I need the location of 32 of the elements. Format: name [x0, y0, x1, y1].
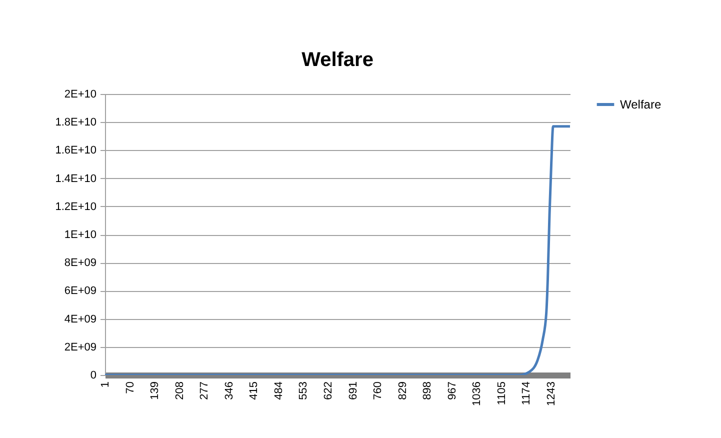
chart-title: Welfare	[302, 49, 374, 71]
x-tick-label: 484	[272, 382, 285, 400]
x-tick-label: 346	[223, 382, 236, 400]
y-tick-label: 1.4E+10	[55, 172, 96, 185]
y-tick-label: 8E+09	[64, 257, 96, 270]
x-tick-label: 415	[248, 382, 260, 400]
y-tick-label: 1.8E+10	[55, 116, 96, 129]
y-tick-label: 6E+09	[64, 285, 96, 298]
y-tick-label: 1.2E+10	[55, 200, 96, 213]
x-tick-label: 208	[174, 382, 186, 400]
y-tick-label: 4E+09	[64, 313, 96, 326]
legend-label: Welfare	[620, 98, 662, 112]
x-tick-label: 1	[100, 382, 112, 388]
y-tick-label: 2E+10	[64, 88, 96, 100]
x-tick-label: 829	[396, 382, 409, 400]
x-tick-label: 1105	[496, 382, 508, 406]
x-tick-label: 1243	[545, 382, 558, 406]
y-tick-label: 0	[90, 370, 96, 382]
x-tick-label: 1036	[471, 382, 484, 406]
y-tick-label: 2E+09	[64, 341, 96, 354]
x-tick-label: 967	[446, 382, 458, 400]
x-tick-label: 691	[347, 382, 360, 400]
x-tick-label: 898	[422, 382, 434, 400]
x-tick-label: 1174	[520, 382, 533, 406]
x-tick-label: 139	[149, 382, 162, 400]
x-tick-label: 70	[124, 382, 136, 394]
x-tick-label: 622	[322, 382, 334, 400]
x-tick-label: 277	[198, 382, 211, 400]
y-tick-label: 1.6E+10	[55, 144, 96, 157]
y-tick-label: 1E+10	[64, 229, 96, 241]
x-tick-label: 760	[372, 382, 384, 400]
x-tick-label: 553	[298, 382, 310, 400]
